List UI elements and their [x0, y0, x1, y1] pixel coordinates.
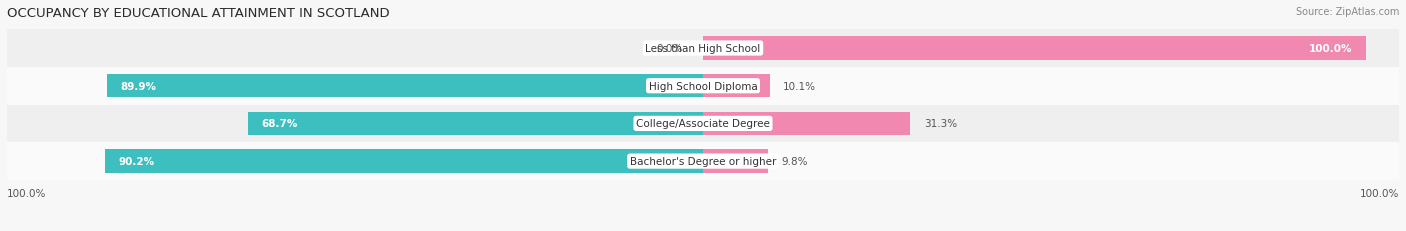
Text: OCCUPANCY BY EDUCATIONAL ATTAINMENT IN SCOTLAND: OCCUPANCY BY EDUCATIONAL ATTAINMENT IN S…: [7, 7, 389, 20]
Bar: [7, 30, 1399, 67]
Text: 100.0%: 100.0%: [7, 188, 46, 198]
Text: 89.9%: 89.9%: [121, 81, 156, 91]
Text: High School Diploma: High School Diploma: [648, 81, 758, 91]
Bar: [247, 112, 703, 136]
Text: 100.0%: 100.0%: [1309, 44, 1353, 54]
Text: 100.0%: 100.0%: [1360, 188, 1399, 198]
Text: College/Associate Degree: College/Associate Degree: [636, 119, 770, 129]
Bar: [703, 75, 770, 98]
Bar: [7, 105, 1399, 143]
Bar: [7, 143, 1399, 180]
Bar: [107, 75, 703, 98]
Text: 68.7%: 68.7%: [262, 119, 297, 129]
Bar: [703, 112, 911, 136]
Text: 0.0%: 0.0%: [657, 44, 683, 54]
Text: 10.1%: 10.1%: [783, 81, 817, 91]
Bar: [703, 37, 1365, 61]
Text: 90.2%: 90.2%: [118, 156, 155, 166]
Text: Bachelor's Degree or higher: Bachelor's Degree or higher: [630, 156, 776, 166]
Text: 31.3%: 31.3%: [924, 119, 957, 129]
Text: Less than High School: Less than High School: [645, 44, 761, 54]
Bar: [7, 67, 1399, 105]
Text: 9.8%: 9.8%: [782, 156, 807, 166]
Bar: [105, 150, 703, 173]
Bar: [703, 150, 768, 173]
Text: Source: ZipAtlas.com: Source: ZipAtlas.com: [1295, 7, 1399, 17]
